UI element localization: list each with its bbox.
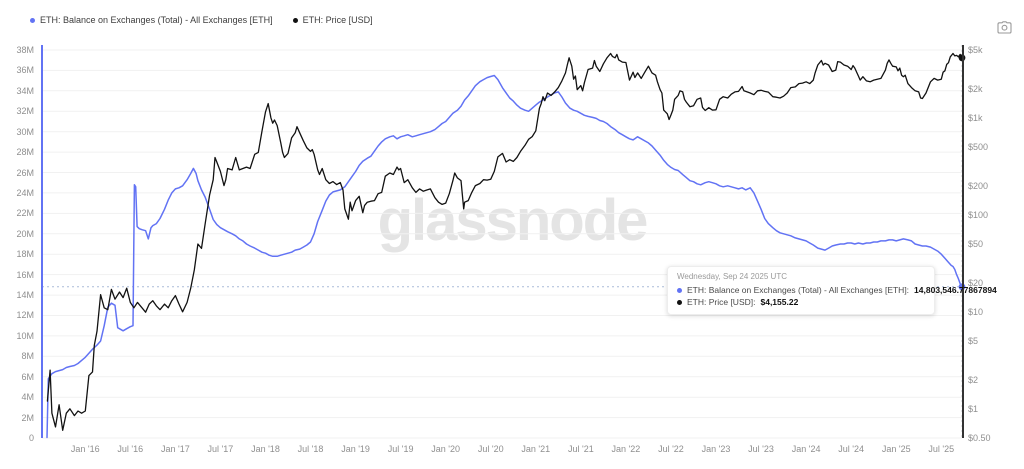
tooltip-row-price: ETH: Price [USD]: $4,155.22	[677, 296, 925, 308]
hover-tooltip: Wednesday, Sep 24 2025 UTC ETH: Balance …	[667, 266, 997, 315]
tooltip-balance-value: 14,803,546.77867894	[914, 285, 997, 295]
tooltip-price-value: $4,155.22	[760, 297, 799, 307]
tooltip-row-balance: ETH: Balance on Exchanges (Total) - All …	[677, 284, 997, 296]
screenshot-button[interactable]	[995, 19, 1013, 35]
tooltip-price-label: ETH: Price [USD]:	[687, 297, 756, 307]
balance-series-dot-icon	[677, 287, 682, 293]
legend-item-price[interactable]: ETH: Price [USD]	[292, 15, 373, 25]
legend-item-balance-label: ETH: Balance on Exchanges (Total) - All …	[40, 15, 273, 25]
legend-item-balance[interactable]: ETH: Balance on Exchanges (Total) - All …	[30, 15, 273, 25]
chart-legend: ETH: Balance on Exchanges (Total) - All …	[30, 15, 373, 25]
series-line-balance[interactable]	[46, 74, 963, 439]
tooltip-balance-label: ETH: Balance on Exchanges (Total) - All …	[687, 285, 910, 295]
balance-series-dot-icon	[30, 17, 35, 23]
price-series-dot-icon	[292, 17, 298, 23]
price-series-dot-icon	[677, 299, 682, 305]
tooltip-date: Wednesday, Sep 24 2025 UTC	[677, 272, 787, 281]
glassnode-watermark: glassnode	[377, 188, 649, 253]
legend-item-price-label: ETH: Price [USD]	[302, 15, 373, 25]
series-line-price[interactable]	[46, 52, 963, 431]
camera-icon	[996, 20, 1012, 34]
